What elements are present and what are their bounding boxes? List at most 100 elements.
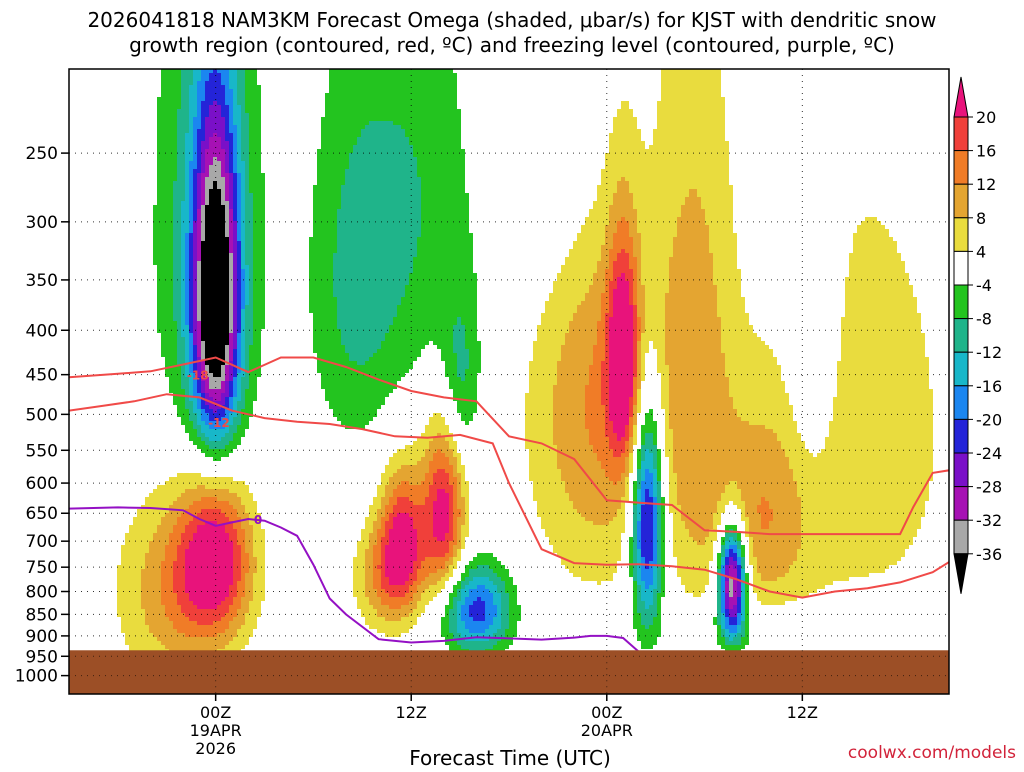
omega-cell [245, 81, 257, 85]
omega-cell [613, 277, 617, 281]
omega-cell [365, 549, 373, 553]
colorbar-label: 8 [976, 209, 986, 228]
omega-cell [309, 257, 333, 261]
omega-cell [853, 237, 893, 241]
omega-cell [737, 601, 741, 605]
omega-cell [637, 569, 641, 573]
omega-cell [189, 409, 193, 413]
omega-cell [117, 573, 141, 577]
omega-cell [245, 537, 253, 541]
omega-cell [153, 257, 173, 261]
omega-cell [185, 565, 233, 569]
omega-cell [193, 281, 197, 285]
omega-cell [597, 333, 605, 337]
omega-cell [629, 553, 633, 557]
omega-cell [197, 93, 205, 97]
omega-cell [397, 469, 429, 473]
omega-cell [221, 113, 229, 117]
omega-cell [633, 397, 637, 401]
omega-cell [609, 217, 621, 221]
omega-cell [741, 585, 745, 589]
omega-cell [249, 521, 261, 525]
omega-cell [157, 189, 173, 193]
omega-cell [193, 301, 197, 305]
omega-cell [253, 281, 265, 285]
omega-cell [441, 577, 449, 581]
omega-cell [397, 305, 477, 309]
omega-cell [229, 213, 233, 217]
omega-cell [717, 561, 721, 565]
omega-cell [229, 77, 237, 81]
omega-cell [673, 469, 793, 473]
omega-cell [641, 357, 645, 361]
omega-cell [181, 249, 185, 253]
omega-cell [417, 165, 465, 169]
omega-cell [197, 405, 201, 409]
omega-cell [201, 281, 229, 285]
omega-cell [205, 209, 225, 213]
omega-cell [201, 393, 205, 397]
omega-cell [597, 329, 605, 333]
omega-cell [185, 401, 193, 405]
omega-cell [389, 481, 401, 485]
omega-cell [237, 217, 241, 221]
omega-cell [241, 521, 249, 525]
omega-cell [241, 221, 245, 225]
omega-cell [717, 569, 721, 573]
omega-cell [753, 549, 797, 553]
omega-cell [181, 493, 237, 497]
omega-cell [469, 349, 481, 353]
omega-cell [829, 425, 933, 429]
omega-cell [849, 253, 901, 257]
omega-cell [741, 557, 745, 561]
omega-cell [849, 265, 905, 269]
omega-cell [233, 553, 241, 557]
omega-cell [573, 241, 605, 245]
omega-cell [613, 305, 633, 309]
omega-cell [609, 341, 633, 345]
omega-cell [197, 305, 201, 309]
omega-cell [201, 101, 213, 105]
omega-cell [389, 325, 453, 329]
omega-cell [637, 333, 641, 337]
omega-cell [705, 221, 733, 225]
omega-cell [605, 329, 609, 333]
omega-cell [553, 433, 589, 437]
omega-cell [649, 625, 661, 629]
omega-cell [233, 273, 237, 277]
omega-cell [141, 589, 161, 593]
omega-cell [337, 245, 417, 249]
omega-cell [645, 565, 649, 569]
omega-cell [529, 473, 561, 477]
omega-cell [229, 73, 237, 77]
omega-cell [165, 361, 177, 365]
omega-cell [493, 597, 501, 601]
omega-cell [569, 569, 617, 573]
omega-cell [457, 485, 461, 489]
omega-cell [221, 173, 229, 177]
omega-cell [629, 557, 633, 561]
omega-cell [613, 121, 637, 125]
omega-cell [605, 241, 613, 245]
omega-cell [177, 165, 185, 169]
omega-cell [625, 493, 629, 497]
omega-cell [333, 281, 409, 285]
omega-cell [181, 105, 189, 109]
omega-cell [525, 393, 553, 397]
y-tick-label-850: 850 [26, 605, 58, 625]
omega-cell [417, 541, 449, 545]
omega-cell [369, 121, 393, 125]
omega-cell [193, 389, 197, 393]
omega-cell [553, 429, 589, 433]
omega-cell [121, 549, 149, 553]
omega-cell [449, 621, 457, 625]
omega-cell [237, 77, 245, 81]
omega-cell [641, 477, 645, 481]
omega-cell [185, 389, 189, 393]
omega-cell [173, 249, 181, 253]
omega-cell [669, 405, 733, 409]
omega-cell [249, 377, 257, 381]
omega-cell [189, 505, 233, 509]
omega-cell [181, 417, 189, 421]
omega-cell [181, 261, 185, 265]
